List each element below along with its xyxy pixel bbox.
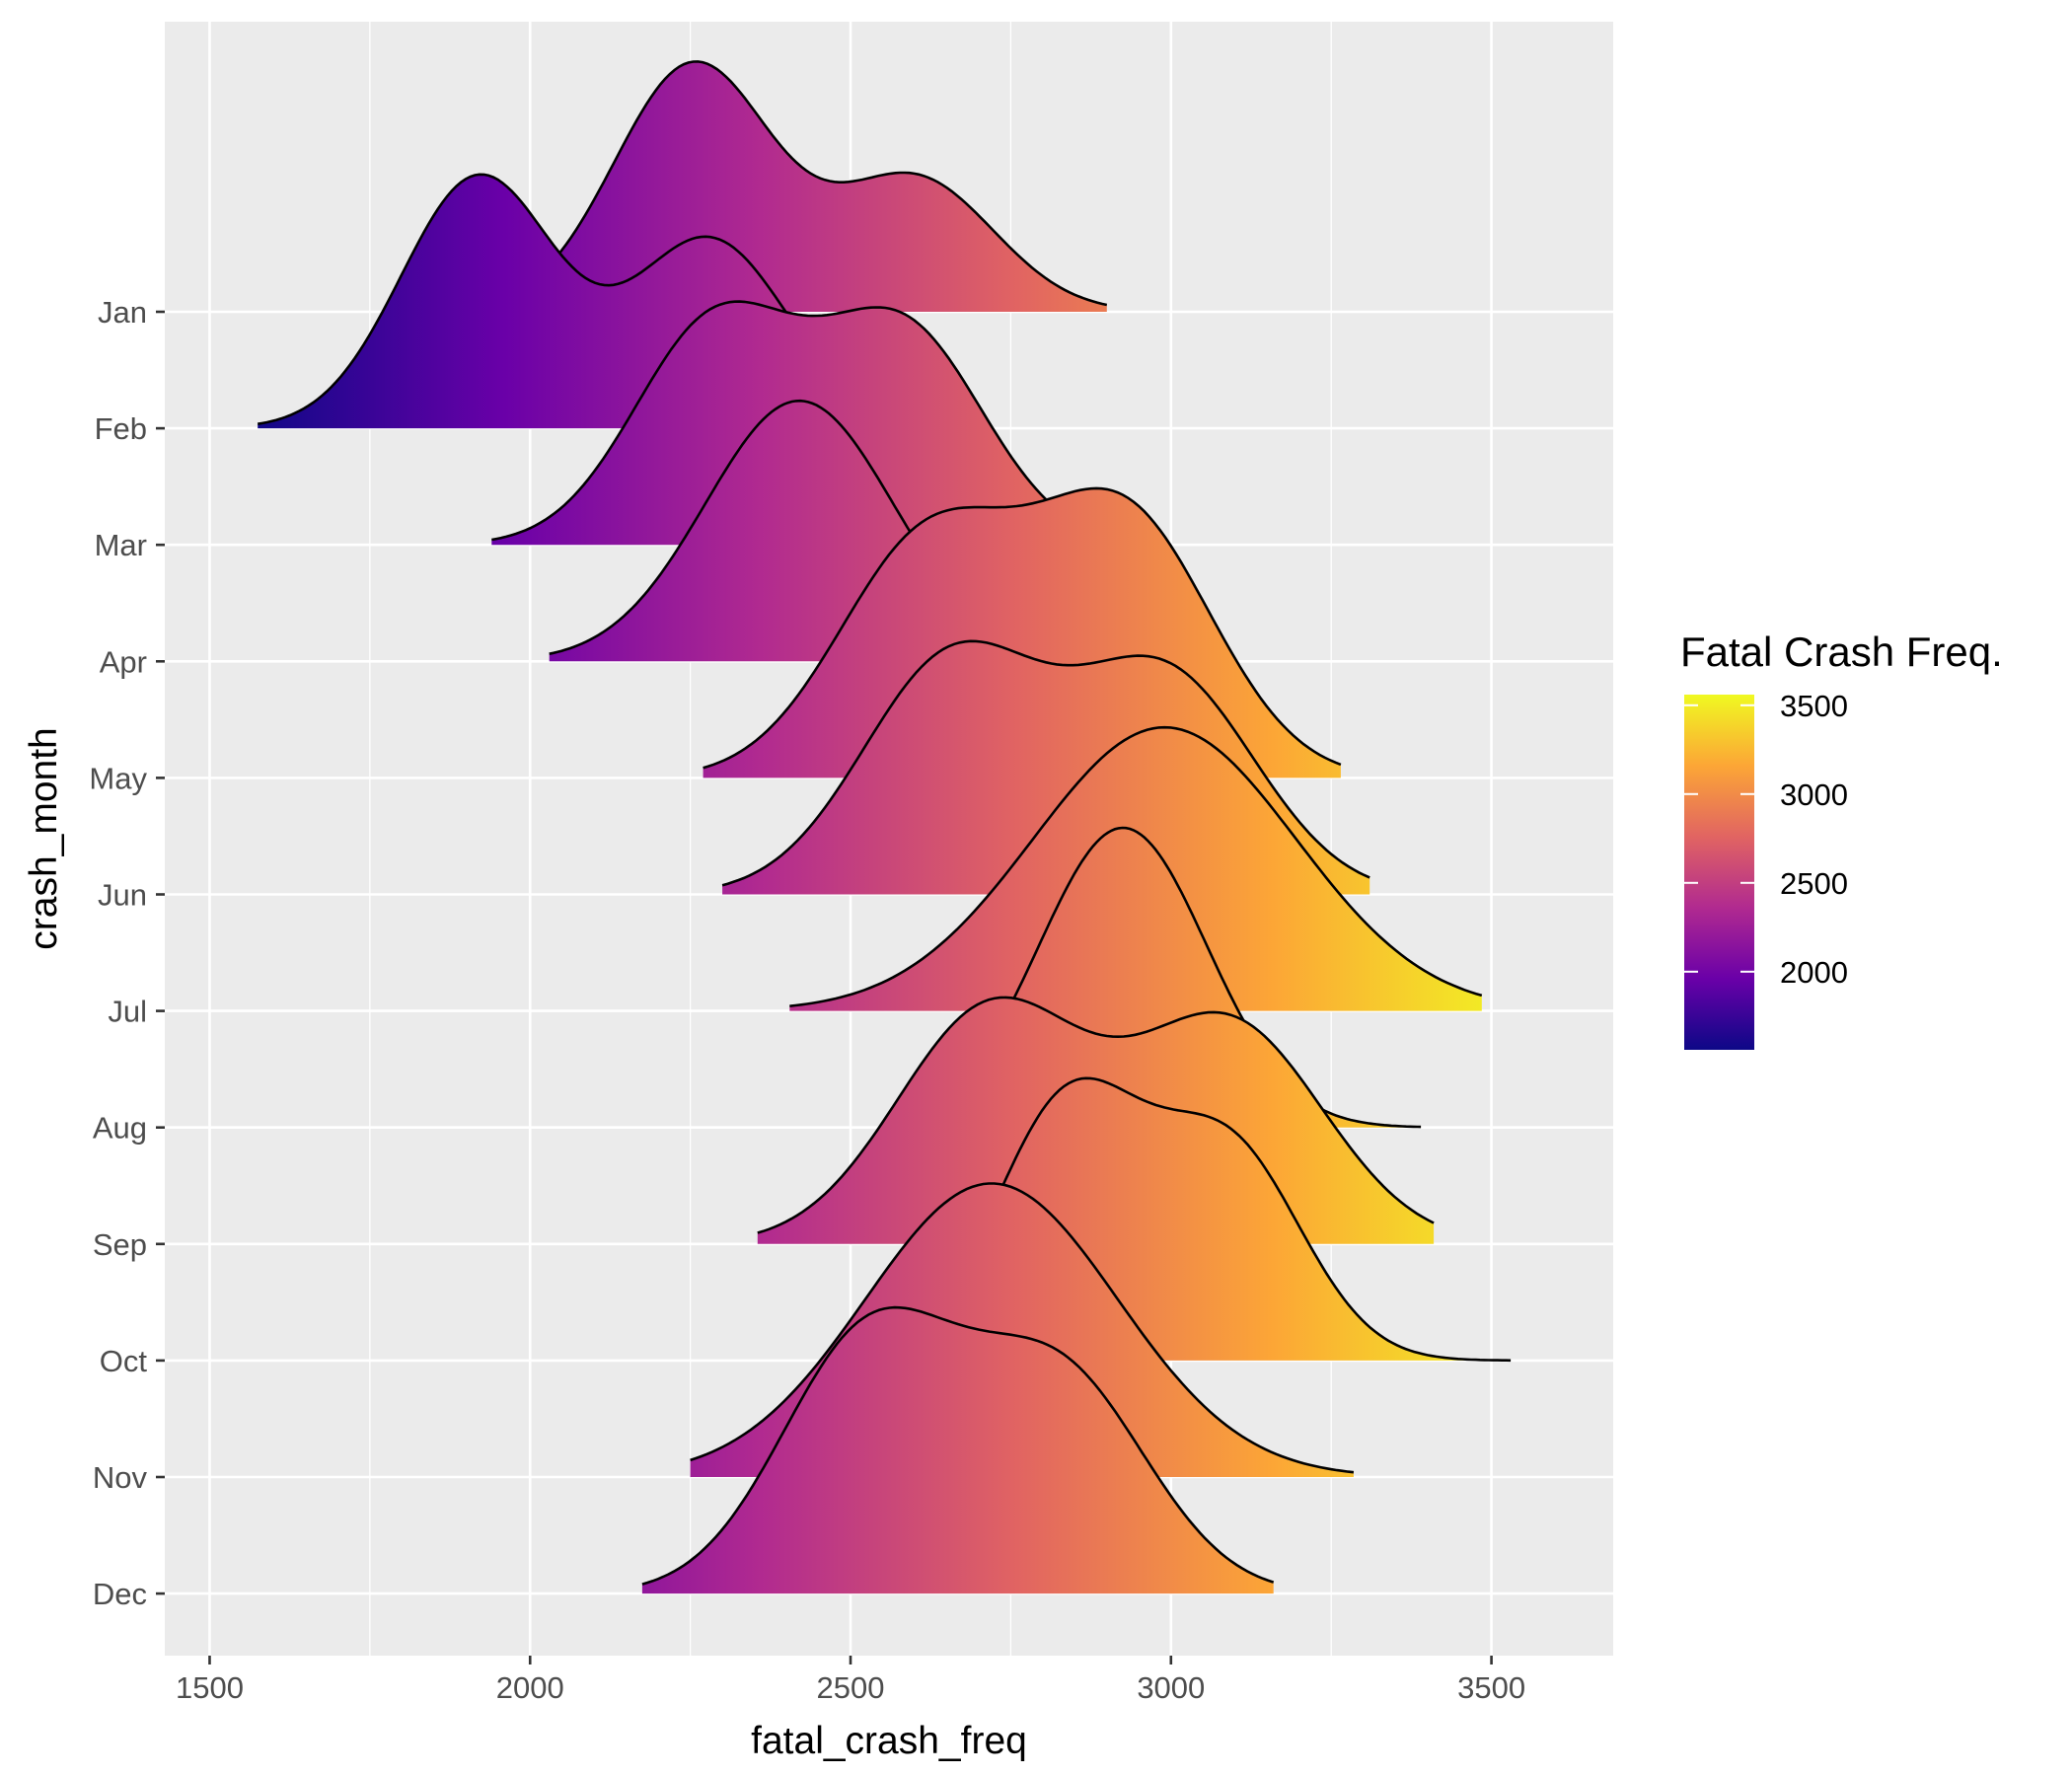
- ridge-dec-line: [641, 1305, 1275, 1586]
- legend-title: Fatal Crash Freq.: [1680, 629, 2003, 675]
- ridge-aug-line: [977, 826, 1422, 1129]
- colorbar-label: 2500: [1780, 866, 1848, 901]
- colorbar-label: 2000: [1780, 955, 1848, 990]
- ridge-may-line: [703, 486, 1342, 770]
- x-tick-label: 2000: [496, 1670, 564, 1705]
- axes: Jan Feb Mar Apr May Jun Jul Aug Sep Oct Nov Dec 1500…: [89, 295, 1525, 1705]
- x-tick-label: 3000: [1137, 1670, 1205, 1705]
- ridge-oct-line: [984, 1076, 1512, 1363]
- y-tick-label: Nov: [93, 1460, 148, 1495]
- y-tick-label: Jan: [98, 295, 147, 330]
- y-tick-label: Sep: [93, 1227, 147, 1262]
- x-tick-label: 2500: [817, 1670, 885, 1705]
- y-tick-label: Feb: [95, 411, 147, 446]
- ridges: [257, 60, 1512, 1594]
- y-tick-label: Mar: [95, 528, 147, 562]
- x-tick-label: 3500: [1457, 1670, 1525, 1705]
- ridge-mar-line: [491, 300, 1076, 542]
- y-tick-label: Dec: [93, 1577, 147, 1611]
- colorbar-label: 3000: [1780, 777, 1848, 812]
- y-tick-label: Jul: [108, 995, 147, 1029]
- ridge-feb-line: [257, 173, 814, 425]
- x-axis-title: fatal_crash_freq: [751, 1720, 1027, 1762]
- y-tick-label: Jun: [98, 878, 147, 913]
- ridge-jun-line: [721, 639, 1370, 887]
- colorbar-legend: Fatal Crash Freq. 2000 2500 3000 3500: [1680, 629, 2003, 1050]
- y-tick-label: Aug: [93, 1111, 147, 1146]
- ridge-sep-line: [757, 996, 1435, 1234]
- y-tick-label: Oct: [100, 1344, 148, 1378]
- y-tick-label: Apr: [100, 644, 147, 679]
- y-axis-title: crash_month: [23, 727, 65, 949]
- ridge-oct-area: [985, 1077, 1512, 1361]
- colorbar-ticks: 2000 2500 3000 3500: [1684, 689, 1848, 990]
- colorbar: [1684, 695, 1754, 1050]
- colorbar-label: 3500: [1780, 689, 1848, 723]
- ridge-jan-line: [542, 60, 1108, 307]
- ridge-jul-line: [789, 725, 1483, 1007]
- ridge-dec-area: [641, 1307, 1274, 1594]
- y-tick-label: May: [89, 761, 147, 795]
- x-tick-label: 1500: [176, 1670, 244, 1705]
- ridge-nov-line: [690, 1182, 1355, 1474]
